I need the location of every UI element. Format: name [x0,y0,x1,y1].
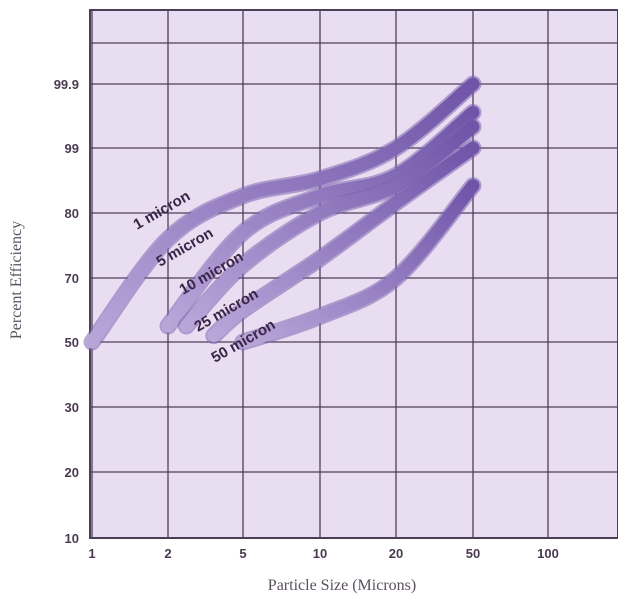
efficiency-bands [83,75,482,351]
x-tick-label: 10 [313,546,327,561]
y-tick-label: 30 [65,400,79,415]
x-tick-labels: 1 2 5 10 20 50 100 [88,546,558,561]
x-tick-label: 100 [537,546,559,561]
y-tick-label: 50 [65,335,79,350]
efficiency-band-3 [179,120,480,333]
y-tick-label: 70 [65,271,79,286]
x-tick-label: 1 [88,546,95,561]
efficiency-band-2 [161,105,480,333]
x-axis-title: Particle Size (Microns) [268,577,416,594]
efficiency-band-4 [207,141,480,343]
plot-background [90,10,618,538]
y-tick-labels: 10 20 30 50 70 80 99 99.9 [54,77,79,546]
x-tick-label: 50 [466,546,480,561]
efficiency-band-1 [85,77,480,349]
y-axis-title: Percent Efficiency [8,221,25,339]
efficiency-band-5 [236,179,480,349]
y-tick-label: 10 [65,531,79,546]
y-tick-label: 99 [65,141,79,156]
y-tick-label: 99.9 [54,77,79,92]
y-tick-label: 80 [65,206,79,221]
x-tick-label: 2 [164,546,171,561]
x-tick-label: 5 [239,546,246,561]
x-tick-label: 20 [389,546,403,561]
y-tick-label: 20 [65,465,79,480]
